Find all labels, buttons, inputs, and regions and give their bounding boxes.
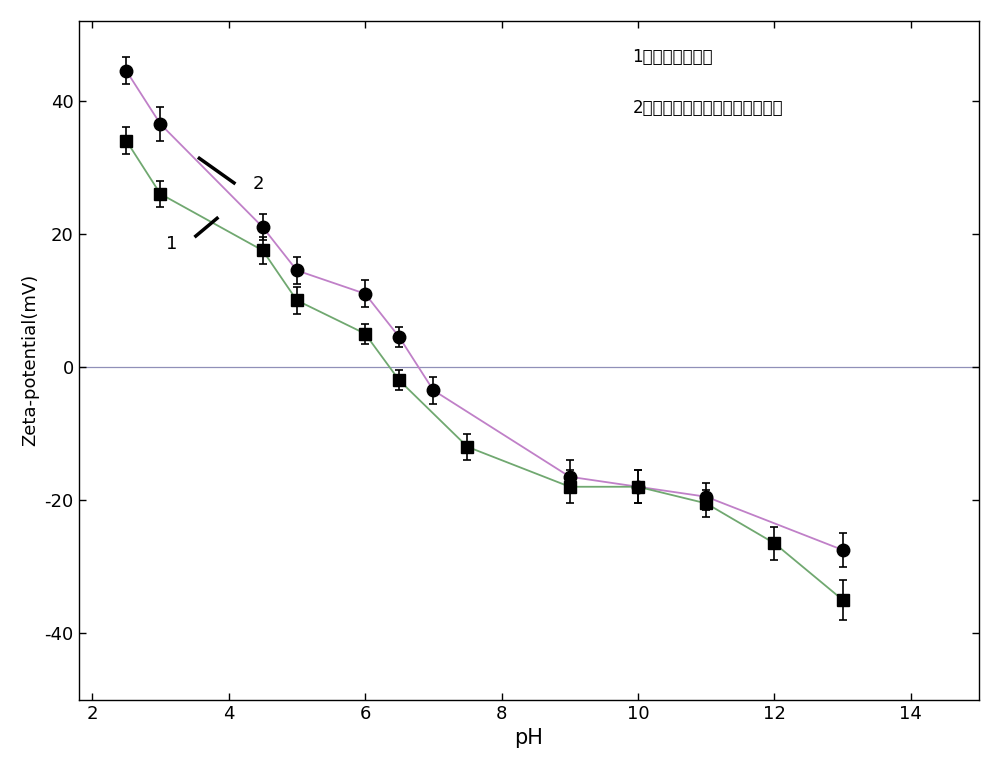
Text: 2：碱性氧化铁包埋的磁性吸附剂: 2：碱性氧化铁包埋的磁性吸附剂: [632, 99, 783, 117]
Y-axis label: Zeta-potential(mV): Zeta-potential(mV): [21, 275, 39, 447]
Text: 2: 2: [252, 175, 264, 193]
Text: 1：磁性纳米颗粒: 1：磁性纳米颗粒: [632, 48, 713, 66]
Text: 1: 1: [166, 235, 177, 253]
X-axis label: pH: pH: [514, 728, 543, 748]
